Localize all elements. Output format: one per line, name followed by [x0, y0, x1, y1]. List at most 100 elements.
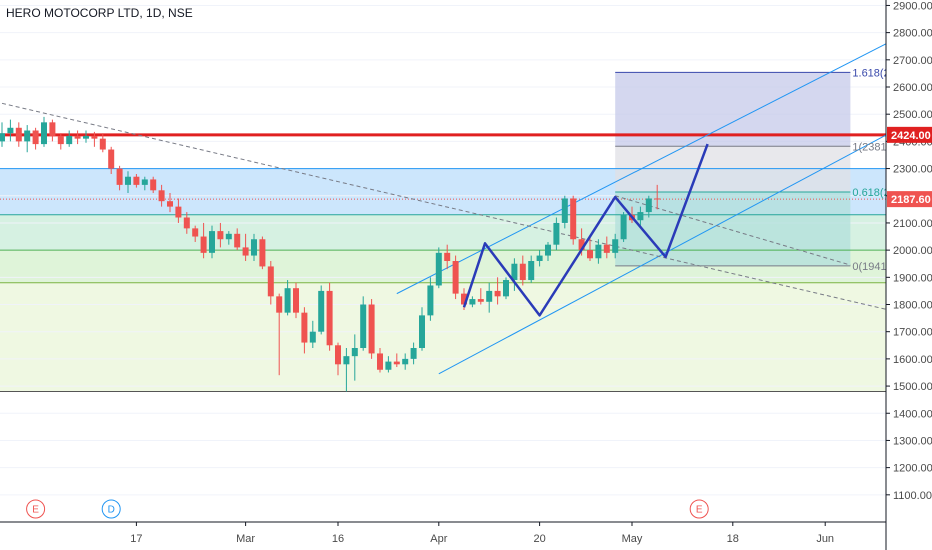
candle-body-45 [377, 353, 383, 370]
zone-3 [0, 282, 886, 392]
y-tick-label-1800: 1800.00 [893, 300, 932, 312]
x-tick-label-0: 17 [130, 533, 142, 545]
candle-body-25 [209, 231, 215, 253]
candle-body-52 [435, 252, 442, 286]
price-tags: 2424.00 2187.60 [887, 126, 932, 208]
candle-body-55 [461, 293, 467, 305]
price-tag-label-1: 2187.60 [891, 194, 931, 206]
x-tick-label-2: 16 [332, 533, 344, 545]
candle-body-76 [637, 212, 644, 221]
candle-body-37 [309, 331, 316, 343]
fibonacci-extension [615, 71, 851, 267]
candle-body-71 [595, 244, 602, 259]
candle-body-68 [570, 198, 577, 240]
pattern-line [462, 143, 709, 317]
candle-body-22 [183, 217, 190, 229]
candle-body-5 [41, 122, 47, 145]
candle-body-20 [167, 201, 173, 207]
event-label-2: E [696, 505, 703, 516]
y-tick-label-1300: 1300.00 [893, 435, 932, 447]
candle-body-1 [7, 127, 14, 134]
candle-body-33 [276, 296, 283, 313]
candle-body-49 [410, 348, 417, 359]
candle-body-11 [91, 135, 98, 139]
channel-line-0 [396, 43, 886, 295]
trend-lines [1, 43, 886, 375]
y-tick-label-1200: 1200.00 [893, 463, 932, 475]
candle-body-51 [427, 285, 434, 316]
candle-body-77 [645, 198, 652, 213]
candle-body-65 [545, 244, 551, 256]
candle-body-48 [402, 358, 409, 365]
candle-body-40 [335, 345, 341, 365]
candlestick-series [0, 116, 661, 392]
price-tag-bg-0 [887, 126, 932, 143]
candle-body-39 [326, 290, 333, 346]
candle-body-57 [477, 299, 484, 302]
candle-body-53 [444, 252, 451, 261]
y-tick-label-2300: 2300.00 [893, 164, 932, 176]
candle-body-4 [32, 130, 39, 145]
candle-body-63 [528, 261, 535, 281]
candle-body-46 [385, 361, 392, 370]
x-tick-label-4: 20 [533, 533, 545, 545]
event-marker-0 [26, 499, 46, 519]
y-axis: 1100.00 1200.00 1300.00 1400.00 1500.00 1600.… [885, 0, 932, 550]
candle-body-12 [99, 138, 106, 150]
candle-body-19 [158, 190, 165, 202]
y-tick-label-2800: 2800.00 [893, 28, 932, 40]
event-marker-2 [689, 499, 709, 519]
candle-body-42 [351, 348, 358, 357]
y-tick-label-2600: 2600.00 [893, 82, 932, 94]
candle-body-58 [486, 290, 493, 302]
y-axis-background [886, 0, 932, 550]
fib-band-1 [615, 146, 851, 192]
candle-body-13 [108, 149, 115, 169]
y-tick-label-1900: 1900.00 [893, 272, 932, 284]
candle-body-72 [603, 244, 610, 253]
candle-body-17 [141, 179, 148, 185]
candle-body-56 [469, 299, 476, 305]
x-tick-label-3: Apr [430, 533, 447, 545]
event-label-1: D [108, 505, 115, 516]
candle-body-10 [83, 135, 89, 139]
y-tick-label-1600: 1600.00 [893, 354, 932, 366]
candle-body-28 [234, 233, 241, 248]
candle-body-18 [150, 179, 157, 191]
event-marker-1 [101, 499, 121, 519]
candle-body-38 [318, 290, 325, 332]
y-tick-label-1400: 1400.00 [893, 408, 932, 420]
candle-body-43 [360, 304, 367, 348]
candle-body-29 [242, 247, 249, 256]
y-tick-label-1700: 1700.00 [893, 327, 932, 339]
chart-title: HERO MOTOCORP LTD, 1D, NSE [6, 6, 193, 20]
x-tick-label-5: May [622, 533, 643, 545]
x-tick-label-7: Jun [816, 533, 834, 545]
y-tick-label-1100: 1100.00 [893, 490, 932, 502]
x-tick-label-6: 18 [727, 533, 739, 545]
candle-body-47 [393, 361, 400, 365]
candle-body-35 [293, 288, 299, 313]
candle-body-60 [503, 280, 509, 297]
horizontal-levels [0, 133, 886, 392]
candle-body-61 [511, 263, 518, 281]
candle-body-74 [620, 214, 627, 240]
candle-body-14 [116, 168, 123, 185]
candle-body-67 [561, 198, 568, 223]
candle-body-21 [175, 206, 182, 218]
x-axis-background [0, 522, 932, 550]
candle-body-64 [536, 255, 543, 261]
candle-body-15 [125, 176, 131, 185]
candle-body-50 [419, 315, 425, 348]
price-tag-label-0: 2424.00 [891, 130, 931, 142]
event-label-0: E [32, 505, 39, 516]
candle-body-70 [587, 250, 593, 259]
candle-body-16 [133, 176, 140, 185]
candle-body-34 [284, 288, 291, 313]
candle-body-41 [343, 356, 350, 365]
trend-line-0 [1, 102, 886, 310]
y-tick-label-2900: 2900.00 [893, 0, 932, 12]
candle-body-31 [259, 239, 266, 267]
